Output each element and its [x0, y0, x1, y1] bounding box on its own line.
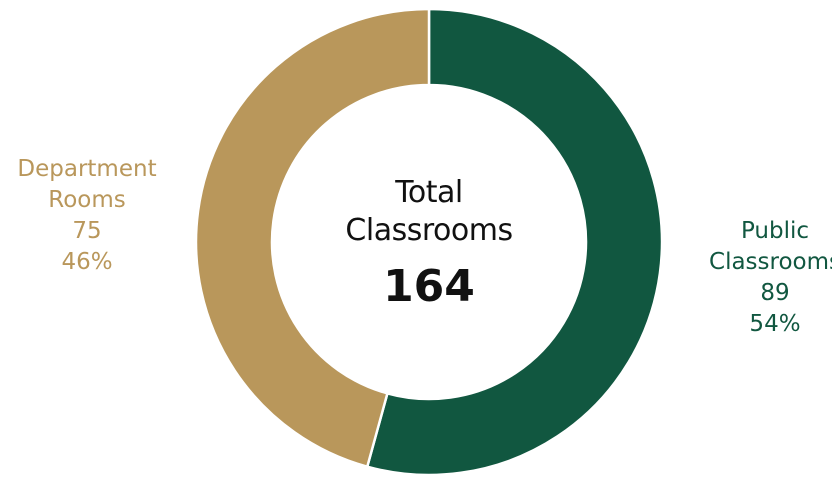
center-title: Total Classrooms	[345, 175, 513, 248]
category-label: Public Classrooms	[709, 218, 832, 275]
slice-label: Department Rooms 75 46%	[17, 154, 156, 278]
percent-label: 46%	[61, 249, 113, 275]
value-label: 89	[760, 280, 790, 306]
slice-label: Public Classrooms 89 54%	[709, 216, 832, 340]
center-value: 164	[383, 261, 475, 312]
center-title-box: Total Classrooms	[345, 174, 513, 250]
percent-label: 54%	[749, 311, 801, 337]
donut-slice	[194, 7, 431, 469]
value-label: 75	[72, 218, 102, 244]
donut-slice	[365, 7, 664, 477]
category-label: Department Rooms	[17, 156, 157, 213]
